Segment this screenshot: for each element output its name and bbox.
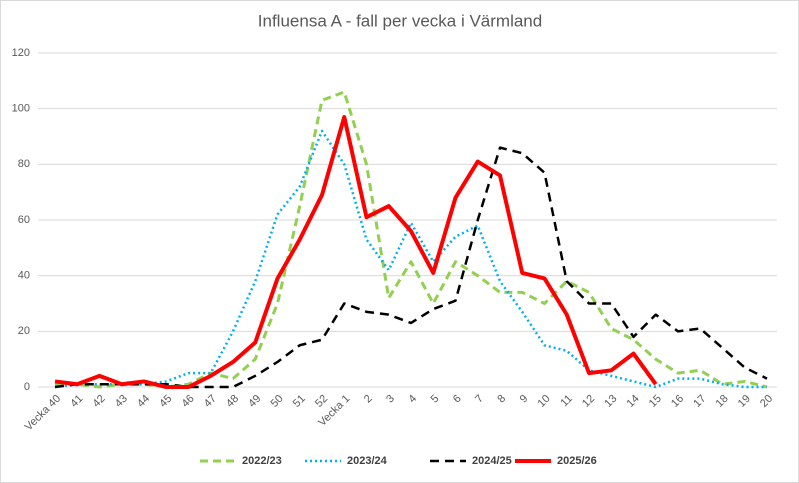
series-line: [54, 115, 658, 389]
legend-item: 2024/25: [430, 455, 512, 467]
legend-label: 2022/23: [242, 455, 282, 467]
y-tick-label: 0: [24, 381, 30, 393]
legend-item: 2025/26: [515, 455, 597, 467]
y-tick-label: 40: [18, 270, 30, 282]
y-tick-label: 120: [12, 47, 30, 59]
y-tick-label: 80: [18, 158, 30, 170]
legend-label: 2024/25: [472, 455, 512, 467]
legend-item: 2023/24: [305, 455, 388, 467]
legend-item: 2022/23: [200, 455, 282, 467]
y-tick-label: 60: [18, 214, 30, 226]
chart-title: Influensa A - fall per vecka i Värmland: [258, 11, 542, 30]
series-line: [54, 146, 768, 389]
y-tick-label: 100: [12, 103, 30, 115]
legend-label: 2023/24: [347, 455, 388, 467]
legend-label: 2025/26: [557, 455, 597, 467]
y-tick-label: 20: [18, 325, 30, 337]
